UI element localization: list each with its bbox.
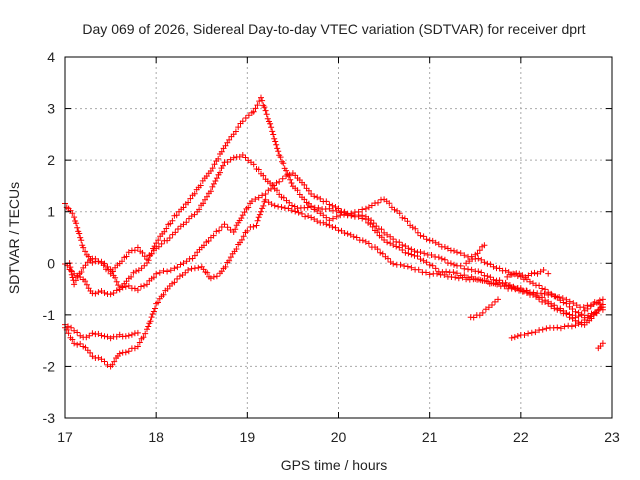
y-tick-label: -3 — [43, 410, 56, 426]
y-axis-label: SDTVAR / TECUs — [6, 182, 22, 294]
x-tick-label: 18 — [148, 429, 164, 445]
x-tick-label: 20 — [331, 429, 347, 445]
y-tick-label: 4 — [47, 49, 55, 65]
y-tick-label: 1 — [47, 204, 55, 220]
y-tick-label: 3 — [47, 101, 55, 117]
x-tick-label: 22 — [513, 429, 529, 445]
x-axis-label: GPS time / hours — [281, 457, 388, 473]
x-tick-label: 19 — [240, 429, 256, 445]
y-tick-label: -1 — [43, 307, 56, 323]
chart-background — [0, 0, 640, 480]
y-tick-label: 2 — [47, 152, 55, 168]
y-tick-label: 0 — [47, 255, 55, 271]
y-tick-label: -2 — [43, 358, 56, 374]
sdtvar-chart: Day 069 of 2026, Sidereal Day-to-day VTE… — [0, 0, 640, 480]
chart-title: Day 069 of 2026, Sidereal Day-to-day VTE… — [82, 21, 585, 37]
x-tick-label: 23 — [604, 429, 620, 445]
x-tick-label: 21 — [422, 429, 438, 445]
x-tick-label: 17 — [57, 429, 73, 445]
